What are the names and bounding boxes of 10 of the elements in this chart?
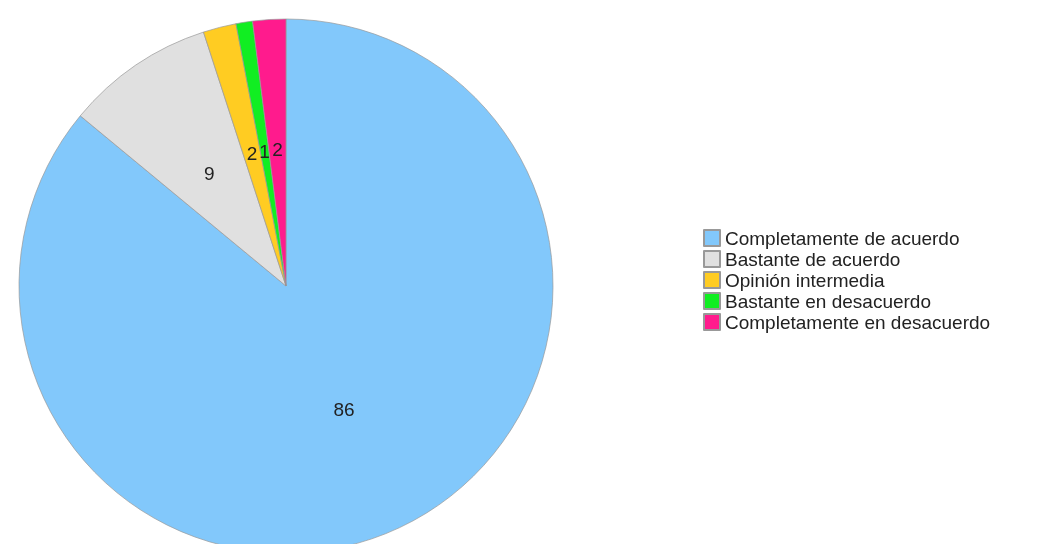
- legend-label: Bastante en desacuerdo: [725, 290, 931, 312]
- data-label: 86: [333, 399, 355, 421]
- data-label: 2: [272, 139, 283, 161]
- legend-label: Completamente en desacuerdo: [725, 311, 991, 333]
- data-label: 9: [203, 162, 215, 184]
- legend-label: Completamente de acuerdo: [725, 227, 960, 249]
- data-label: 1: [259, 140, 270, 162]
- data-label: 2: [246, 143, 258, 165]
- legend-label: Bastante de acuerdo: [725, 248, 901, 270]
- legend-label: Opinión intermedia: [725, 269, 885, 291]
